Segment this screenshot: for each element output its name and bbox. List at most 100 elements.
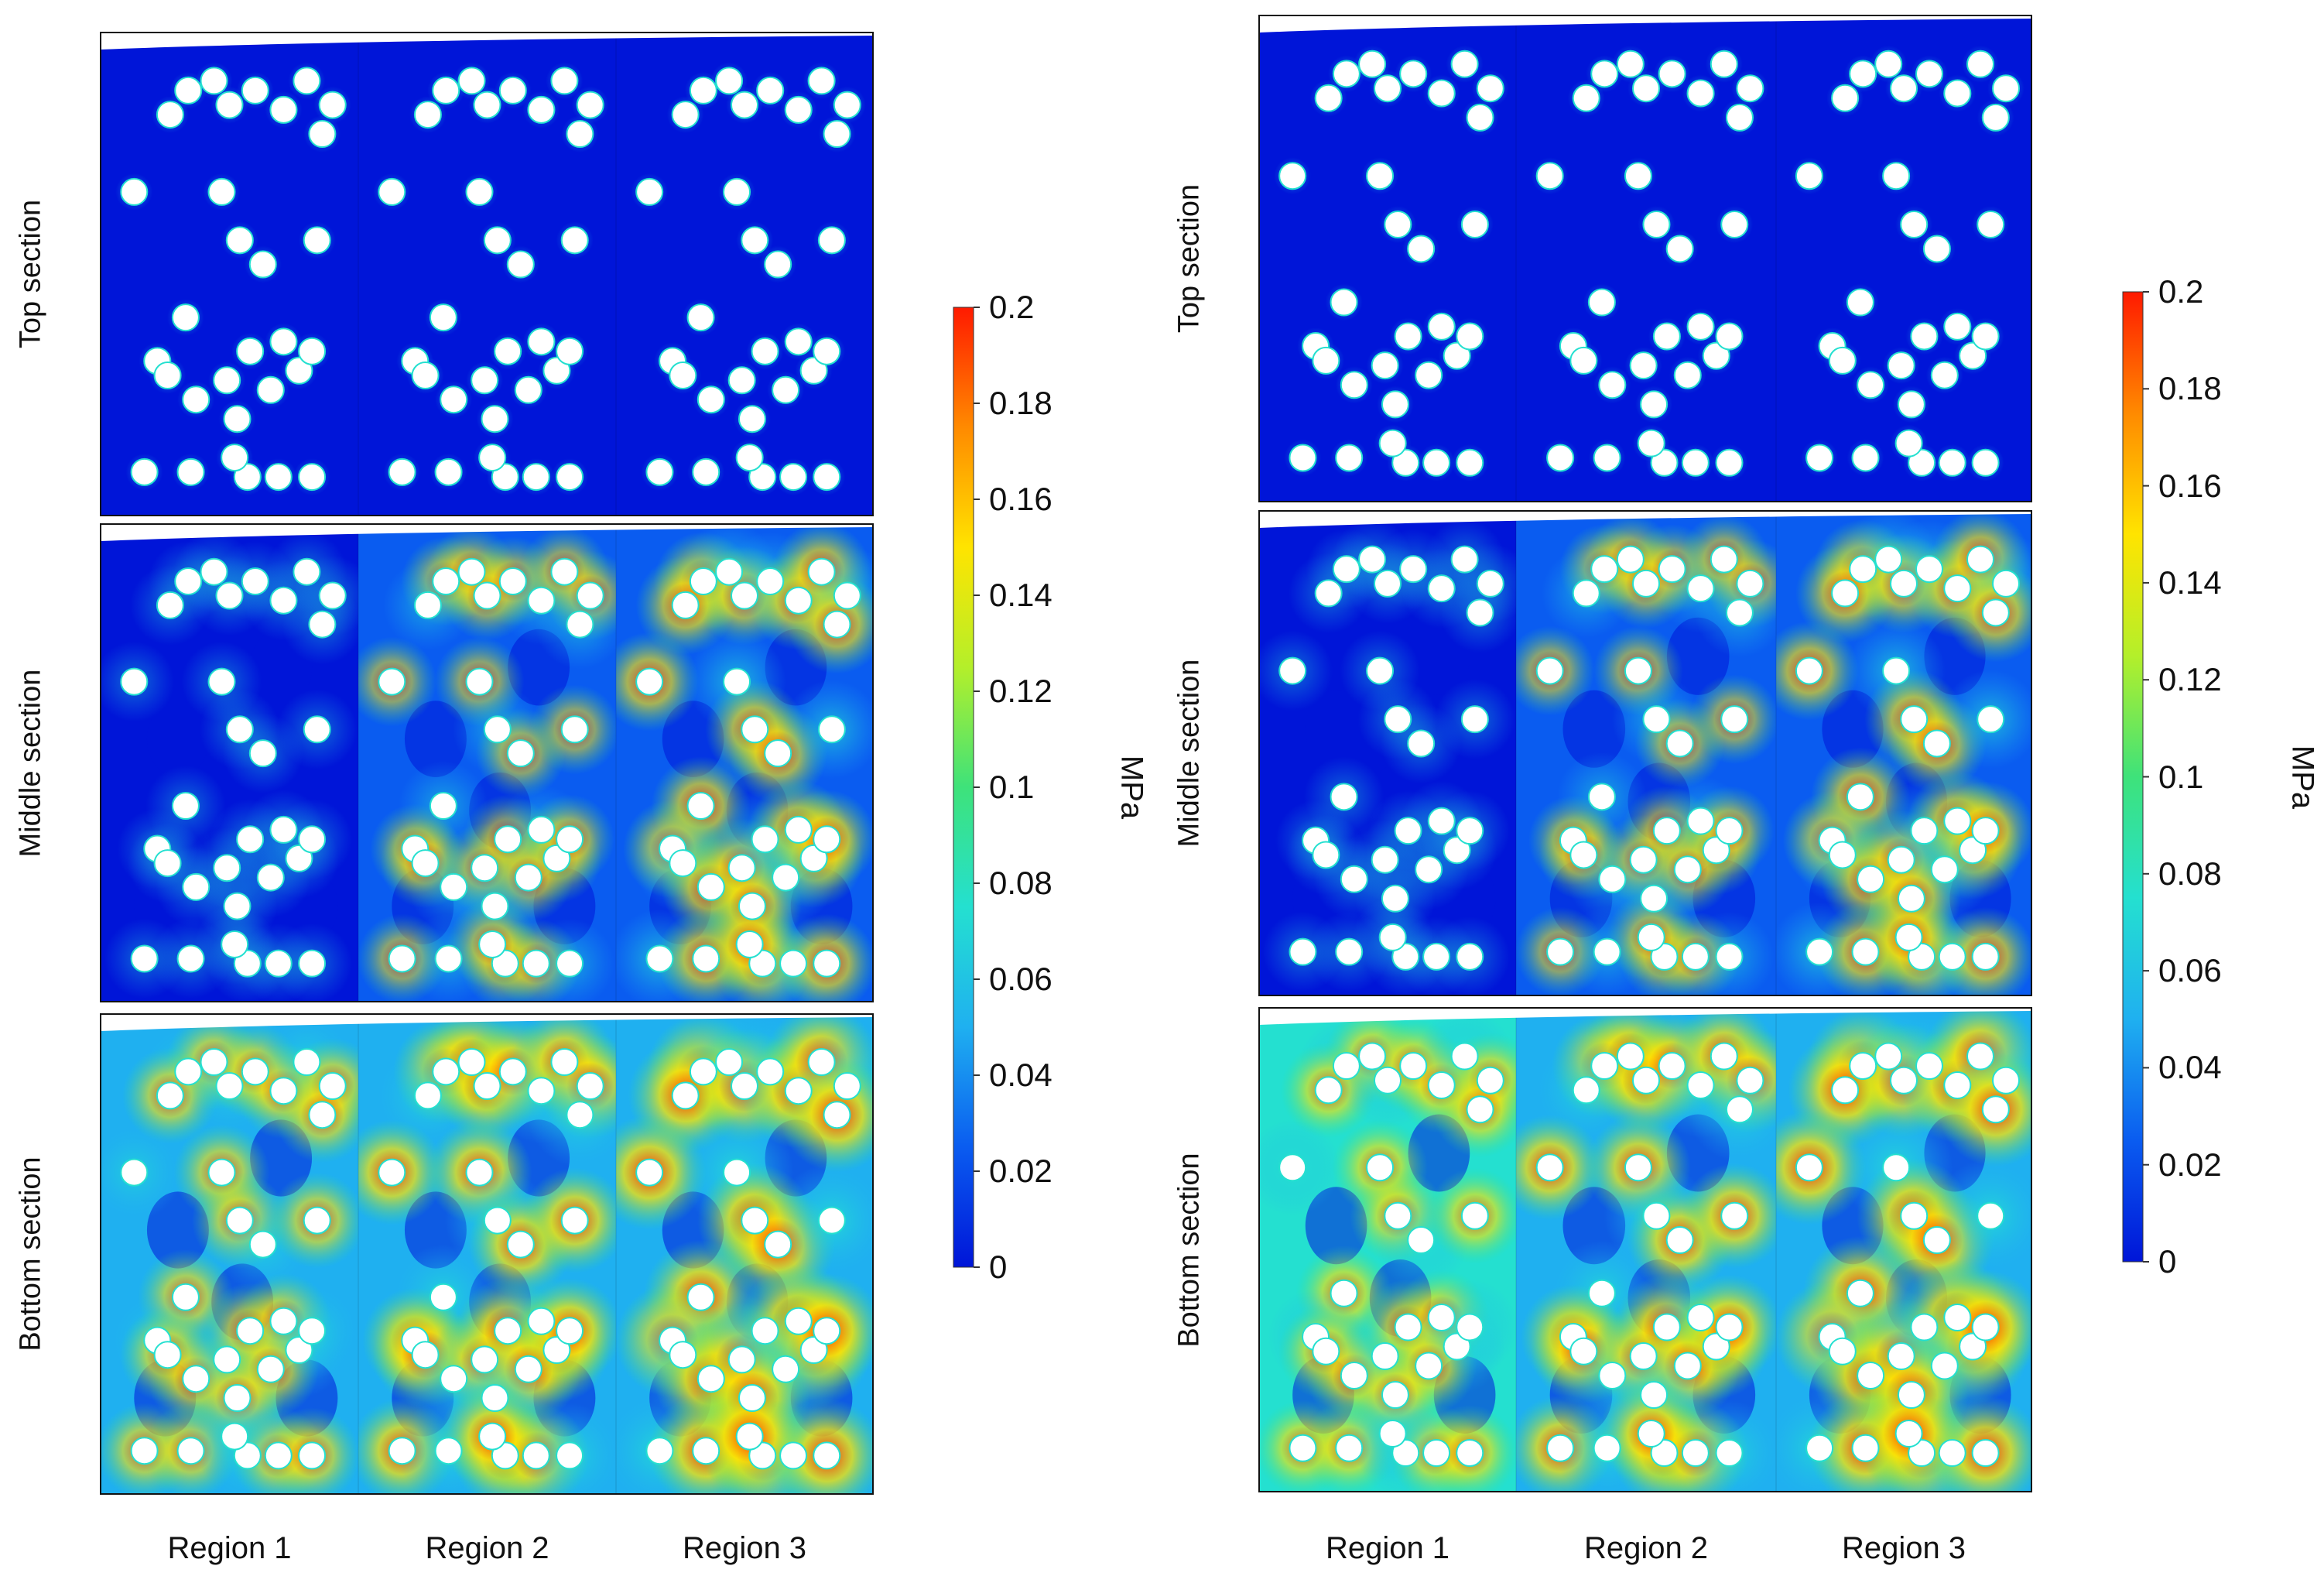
particle: [1616, 1042, 1645, 1071]
particle: [1374, 1066, 1402, 1095]
particle: [1374, 569, 1402, 598]
section-label: Middle section: [1172, 659, 1206, 848]
particle: [1652, 322, 1681, 351]
particle: [635, 1158, 664, 1187]
particle: [1593, 444, 1621, 472]
particle: [1805, 1434, 1834, 1462]
surface-profile: [1259, 511, 2031, 528]
particle: [527, 815, 556, 844]
particle: [471, 366, 499, 395]
particle: [1720, 705, 1749, 734]
region-cell: [1775, 15, 2031, 502]
region-cell: [615, 33, 873, 516]
particle: [1407, 729, 1436, 758]
particle: [1686, 312, 1715, 341]
particle: [1593, 1434, 1621, 1462]
region-cell: [1775, 511, 2031, 995]
particle: [1415, 1352, 1443, 1380]
region-cell: [101, 33, 358, 516]
particle: [1943, 312, 1972, 341]
particle: [298, 1317, 327, 1345]
particle: [429, 792, 457, 821]
particle: [1637, 1420, 1665, 1448]
particle: [692, 457, 720, 486]
particle: [1476, 569, 1504, 598]
particle: [120, 1158, 149, 1187]
region-label: Region 1: [1325, 1531, 1450, 1565]
particle: [833, 1072, 861, 1100]
particle: [1332, 555, 1361, 584]
surface-profile: [1259, 1008, 2031, 1025]
particle: [1673, 855, 1702, 884]
particle: [1971, 322, 2000, 351]
particle: [1572, 84, 1600, 112]
particle: [813, 949, 841, 978]
particle: [429, 303, 457, 332]
particle: [1399, 1052, 1428, 1080]
particle: [1332, 60, 1361, 88]
particle: [1831, 84, 1860, 112]
particle: [1466, 103, 1494, 132]
region-cell: [1515, 1008, 1776, 1492]
particle: [440, 872, 468, 901]
particle: [542, 356, 571, 385]
section-2-left: [100, 523, 874, 1002]
particle: [1407, 1226, 1436, 1254]
particle: [1378, 1420, 1407, 1448]
particle: [715, 557, 744, 586]
colorbar-tick-label: 0.18: [2158, 370, 2222, 407]
particle: [269, 586, 298, 615]
particle: [1795, 1153, 1823, 1182]
particle: [411, 849, 440, 878]
particle: [1312, 346, 1340, 375]
particle: [1736, 1066, 1764, 1095]
particle: [1966, 1042, 1994, 1071]
particle: [1831, 579, 1860, 608]
particle: [1849, 60, 1877, 88]
particle: [692, 1437, 720, 1465]
particle: [176, 944, 205, 973]
particle: [413, 101, 442, 129]
particle: [1981, 598, 2010, 627]
particle: [751, 337, 779, 365]
particle: [176, 457, 205, 486]
particle: [723, 667, 751, 696]
colorbar-tick-label: 0.08: [989, 865, 1052, 901]
particle: [285, 356, 313, 385]
particle: [527, 1077, 556, 1105]
particle: [494, 337, 522, 365]
particle: [264, 1441, 293, 1470]
particle: [1736, 74, 1764, 103]
particle: [697, 872, 725, 901]
particle: [817, 715, 846, 744]
colorbar-left: [953, 307, 974, 1268]
particle: [1665, 729, 1694, 758]
particle: [156, 101, 184, 129]
particle: [727, 854, 756, 882]
particle: [723, 1158, 751, 1187]
particle: [741, 715, 769, 744]
section-3-left: [100, 1013, 874, 1495]
particle: [269, 815, 298, 844]
particle: [478, 444, 507, 472]
particle: [1805, 937, 1834, 966]
particle: [1624, 656, 1652, 685]
particle: [1650, 942, 1679, 971]
particle: [481, 1384, 509, 1412]
region-cell: [1515, 15, 1776, 502]
particle: [1640, 390, 1669, 419]
particle: [434, 1437, 463, 1465]
particle: [779, 949, 808, 978]
particle: [1897, 884, 1925, 913]
particle: [200, 67, 228, 95]
particle: [1391, 448, 1420, 477]
particle: [1427, 1071, 1456, 1099]
particle: [293, 1048, 321, 1076]
particle: [494, 1317, 522, 1345]
section-frame: [100, 523, 874, 1002]
particle: [1959, 836, 1987, 865]
particle: [308, 610, 337, 639]
particle: [772, 1355, 800, 1383]
